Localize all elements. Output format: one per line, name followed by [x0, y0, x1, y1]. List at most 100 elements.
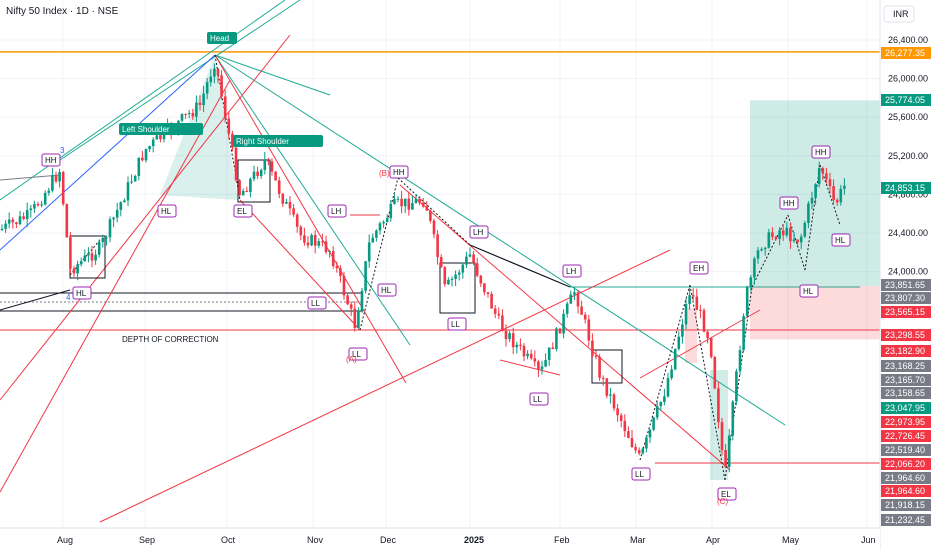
- price-tag-label: 25,774.05: [885, 95, 925, 105]
- label-pivot-box: [41, 153, 61, 167]
- trend-line: [639, 309, 761, 379]
- candle-body: [274, 171, 277, 181]
- candle-body: [637, 450, 641, 454]
- label-left-shoulder-box: [119, 123, 203, 135]
- candle-body: [144, 149, 148, 161]
- candle-body: [623, 420, 627, 432]
- label-pivot: HH: [783, 199, 795, 208]
- candle-body: [681, 324, 684, 337]
- trend-line: [214, 54, 331, 96]
- candle-body: [436, 234, 439, 258]
- candle-body: [627, 431, 630, 438]
- candle-body: [234, 147, 238, 181]
- candle-body: [94, 254, 97, 261]
- candle-body: [432, 220, 436, 235]
- candle-body: [673, 348, 677, 370]
- label-pivot-box: [831, 233, 851, 247]
- price-tag-bg: [881, 444, 931, 456]
- candle-body: [357, 310, 360, 328]
- time-axis[interactable]: Aug Sep Oct Nov Dec 2025 Feb Mar Apr May Jun: [0, 527, 880, 550]
- candle-body: [22, 216, 25, 220]
- candle-body: [115, 209, 119, 218]
- price-tag-bg: [881, 345, 931, 357]
- candle-body: [378, 223, 382, 231]
- candle-body: [447, 279, 450, 285]
- candle-body: [25, 210, 29, 220]
- price-tick-label: 24,000.00: [888, 267, 928, 277]
- trend-line: [239, 199, 361, 331]
- price-tag-label: 21,964.60: [885, 486, 925, 496]
- candle-body: [612, 394, 616, 409]
- candle-body: [555, 328, 558, 350]
- label-pivot-box: [307, 296, 327, 310]
- price-tag-bg: [881, 329, 931, 341]
- candle-body: [699, 309, 702, 311]
- candle-body: [407, 198, 411, 210]
- candle-body: [36, 204, 40, 206]
- price-tag-bg: [881, 499, 931, 511]
- candle-body: [277, 180, 281, 194]
- currency-button[interactable]: [883, 5, 915, 23]
- time-tick-label: Feb: [554, 535, 570, 545]
- price-tag-bg: [881, 387, 931, 399]
- price-tag-label: 23,047.95: [885, 403, 925, 413]
- price-tick-label: 26,400.00: [888, 35, 928, 45]
- trend-line: [214, 54, 786, 426]
- trend-line: [499, 359, 561, 376]
- candle-body: [670, 369, 673, 379]
- price-tag-label: 22,726.45: [885, 431, 925, 441]
- price-tick-label: 26,000.00: [888, 74, 928, 84]
- candle-body: [421, 202, 425, 207]
- label-wave-a: (A): [346, 355, 357, 364]
- candle-body: [763, 247, 767, 250]
- label-pivot: HH: [45, 156, 57, 165]
- candle-body: [414, 198, 418, 204]
- price-tag-label: 22,973.95: [885, 417, 925, 427]
- candle-body: [785, 227, 789, 236]
- candle-body: [843, 185, 846, 189]
- trend-line: [0, 0, 286, 201]
- candle-body: [191, 112, 195, 117]
- price-tick-label: 24,800.00: [888, 189, 928, 199]
- candle-body: [252, 171, 256, 179]
- candle-body: [720, 422, 724, 450]
- candle-body: [148, 146, 151, 150]
- candle-body: [601, 377, 605, 379]
- label-pivot: LH: [473, 228, 483, 237]
- candle-body: [753, 258, 756, 278]
- candle-body: [688, 295, 691, 304]
- trend-line: [0, 34, 291, 401]
- candle-body: [65, 204, 69, 238]
- label-wave-4: 4: [66, 293, 71, 302]
- candle-body: [79, 261, 83, 265]
- price-tag-label: 26,277.35: [885, 48, 925, 58]
- candle-body: [443, 267, 447, 285]
- wave-line: [751, 214, 789, 288]
- price-axis[interactable]: 26,400.00 26,000.00 25,600.00 25,200.00 24,8…: [879, 0, 932, 550]
- candle-body: [130, 181, 133, 183]
- label-pivot-box: [779, 196, 799, 210]
- candle-body: [501, 315, 504, 331]
- candle-body: [137, 157, 141, 176]
- candle-body: [133, 175, 137, 182]
- candlesticks: [0, 63, 846, 473]
- trend-line: [399, 184, 731, 471]
- candle-body: [112, 217, 115, 220]
- candle-body: [382, 221, 385, 224]
- candle-body: [684, 303, 688, 325]
- candle-body: [738, 350, 742, 372]
- candle-body: [663, 396, 666, 402]
- candle-body: [605, 378, 609, 396]
- price-tag-bg: [881, 360, 931, 372]
- candle-body: [677, 336, 681, 349]
- candle-body: [778, 230, 781, 239]
- zone-highlight: [685, 308, 697, 363]
- candle-body: [256, 171, 259, 177]
- candle-body: [457, 272, 461, 275]
- candle-body: [526, 353, 529, 357]
- candle-body: [245, 190, 249, 192]
- candle-body: [47, 190, 51, 193]
- candle-body: [364, 261, 367, 291]
